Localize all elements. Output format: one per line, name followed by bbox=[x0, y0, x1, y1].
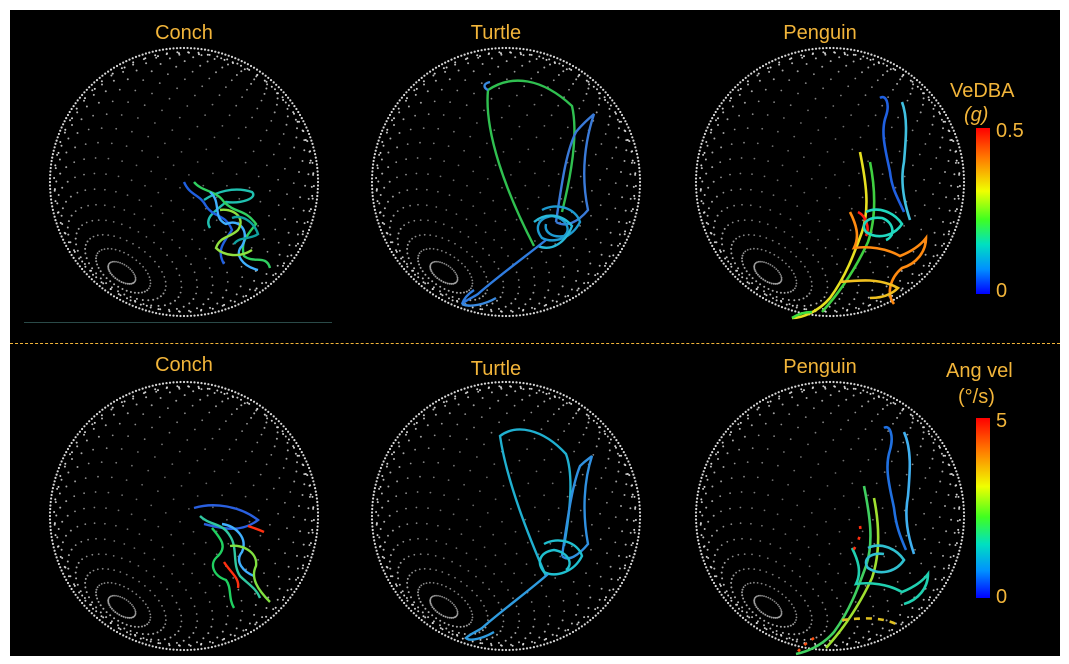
track-segment bbox=[825, 497, 880, 649]
sphere-conch-vedba bbox=[48, 46, 320, 318]
track-segment bbox=[498, 428, 572, 577]
track-segment bbox=[464, 573, 549, 641]
colorbar-angvel bbox=[976, 418, 990, 598]
track-segment bbox=[560, 455, 594, 560]
legend-unit-angvel: (°/s) bbox=[958, 386, 995, 408]
track-segment bbox=[461, 296, 497, 307]
track-segment bbox=[864, 544, 906, 574]
track-segment bbox=[221, 522, 255, 578]
track-segment bbox=[483, 80, 491, 92]
track-segment bbox=[791, 310, 813, 320]
title-conch-bottom: Conch bbox=[155, 354, 213, 376]
track-segment bbox=[486, 79, 576, 247]
track-segment bbox=[231, 215, 260, 245]
track-segment bbox=[199, 515, 262, 599]
track-segment bbox=[848, 525, 862, 557]
track-segment bbox=[850, 547, 930, 606]
colorbar-min-label-angvel: 0 bbox=[996, 586, 1008, 608]
track-segment bbox=[203, 188, 255, 229]
track-segment bbox=[795, 485, 872, 656]
colorbar-max-label-angvel: 5 bbox=[996, 410, 1008, 432]
track-segment bbox=[211, 527, 236, 609]
track-segment bbox=[247, 524, 265, 534]
title-turtle-top: Turtle bbox=[470, 22, 522, 44]
title-conch-top: Conch bbox=[155, 22, 213, 44]
title-turtle-bottom: Turtle bbox=[470, 358, 522, 380]
title-penguin-bottom: Penguin bbox=[783, 356, 857, 378]
legend-title-angvel: Ang vel bbox=[946, 360, 1013, 382]
track-segment bbox=[193, 181, 272, 269]
track-segment bbox=[821, 161, 876, 313]
track-segment bbox=[214, 208, 253, 257]
sphere-turtle-angvel bbox=[370, 380, 642, 652]
colorbar-vedba bbox=[976, 128, 990, 294]
baseline-line bbox=[24, 322, 332, 323]
title-penguin-top: Penguin bbox=[783, 22, 857, 44]
colorbar-min-label-vedba: 0 bbox=[996, 280, 1008, 302]
sphere-penguin-angvel bbox=[694, 380, 966, 656]
track-segment bbox=[879, 95, 906, 213]
track-segment bbox=[229, 544, 271, 603]
track-segment bbox=[538, 539, 584, 576]
track-segment bbox=[791, 151, 868, 320]
track-segment bbox=[839, 279, 901, 300]
track-segment bbox=[841, 617, 901, 628]
track-segment bbox=[848, 211, 928, 305]
sphere-penguin-vedba bbox=[694, 46, 966, 320]
legend-title-vedba: VeDBA bbox=[950, 80, 1015, 102]
track-segment bbox=[883, 425, 908, 551]
track-segment bbox=[862, 208, 904, 242]
track-segment bbox=[460, 239, 547, 305]
colorbar-max-label-vedba: 0.5 bbox=[996, 120, 1024, 142]
track-segment bbox=[533, 214, 574, 249]
track-segment bbox=[794, 636, 815, 655]
row-divider bbox=[10, 343, 1060, 344]
sphere-turtle-vedba bbox=[370, 46, 642, 318]
figure-panel: Conch Turtle Penguin bbox=[10, 10, 1060, 656]
track-segment bbox=[554, 113, 596, 226]
track-segment bbox=[900, 101, 912, 221]
track-segment bbox=[536, 205, 582, 242]
legend-unit-vedba: (g) bbox=[964, 104, 989, 126]
track-segment bbox=[209, 191, 259, 272]
sphere-conch-angvel bbox=[48, 380, 320, 652]
track-segment bbox=[222, 561, 240, 589]
track-segment bbox=[902, 431, 916, 555]
